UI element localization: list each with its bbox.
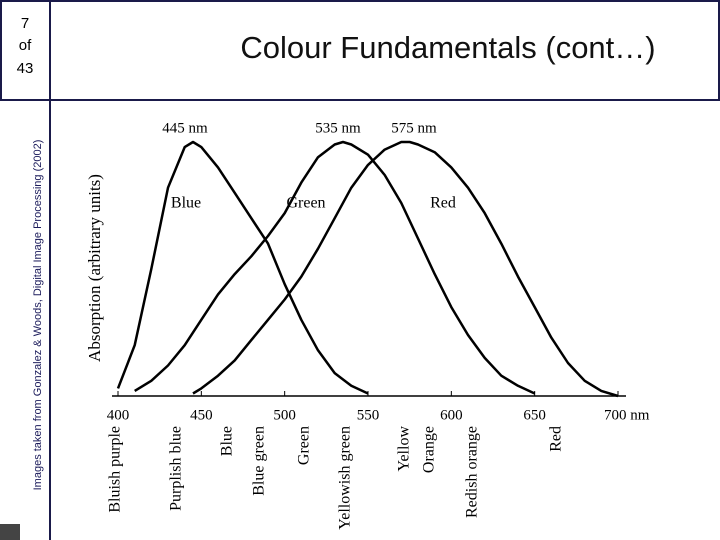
color-name: Yellow [396,426,413,472]
color-name: Blue green [251,426,268,496]
slide-total: 43 [17,60,34,77]
y-axis-label: Absorption (arbitrary units) [85,174,104,362]
x-tick-label: 450 [190,407,213,423]
curve [134,140,536,395]
slide-of: of [19,37,32,54]
x-tick-label: 600 [440,407,463,423]
color-name: Redish orange [464,426,481,518]
x-tick-label: 550 [357,407,380,423]
color-name: Purplish blue [168,426,185,511]
peak-label: 575 nm [391,120,437,136]
slide-number: 7 [21,15,29,32]
color-name: Yellowish green [337,426,354,530]
x-tick-label: 400 [107,407,130,423]
curve [192,140,619,398]
curve [116,140,369,395]
series-label: Blue [171,195,201,212]
x-tick-label: 500 [273,407,296,423]
peak-label: 535 nm [315,120,361,136]
color-name: Red [548,426,565,452]
x-tick-label: 700 nm [604,407,650,423]
peak-label: 445 nm [162,120,208,136]
series-label: Green [286,195,325,212]
title-frame [0,0,720,101]
color-name: Bluish purple [107,426,124,513]
color-name: Orange [421,426,438,473]
slide-title: Colour Fundamentals (cont…) [240,30,655,65]
x-tick-label: 650 [523,407,546,423]
logo [0,524,20,540]
color-name: Blue [219,426,236,456]
series-label: Red [430,195,456,212]
color-name: Green [296,426,313,465]
credit: Images taken from Gonzalez & Woods, Digi… [32,140,44,491]
